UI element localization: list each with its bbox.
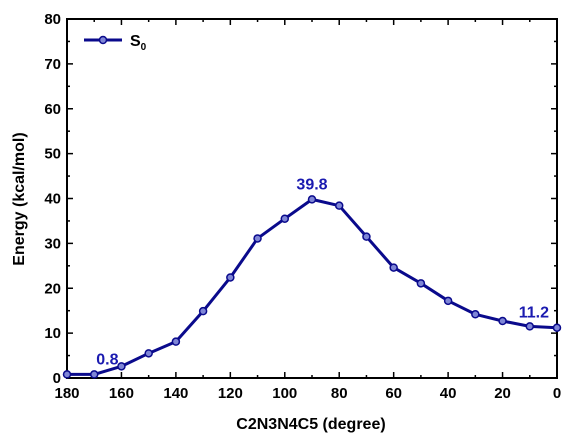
x-tick-label: 100 bbox=[272, 385, 297, 402]
data-point bbox=[62, 370, 72, 379]
y-tick-label: 50 bbox=[44, 146, 61, 163]
data-point bbox=[144, 349, 153, 358]
data-point bbox=[280, 214, 290, 223]
y-tick-label: 10 bbox=[44, 325, 61, 342]
x-axis-title: C2N3N4C5 (degree) bbox=[236, 416, 385, 433]
x-tick-label: 40 bbox=[440, 385, 457, 402]
data-label: 0.8 bbox=[96, 351, 118, 368]
y-tick-label: 20 bbox=[44, 280, 61, 297]
annotations: 0.8 39.8 11.2 bbox=[96, 176, 549, 368]
data-point bbox=[525, 322, 535, 331]
data-point bbox=[307, 195, 317, 204]
x-tick-label: 120 bbox=[218, 385, 243, 402]
data-label: 11.2 bbox=[519, 305, 549, 322]
data-point bbox=[552, 323, 562, 332]
y-tick-label: 30 bbox=[44, 235, 61, 252]
data-point bbox=[198, 306, 208, 316]
x-tick-label: 180 bbox=[54, 385, 79, 402]
y-tick-label: 80 bbox=[44, 11, 61, 28]
data-point bbox=[171, 337, 181, 346]
data-point bbox=[389, 263, 398, 272]
x-tick-label: 20 bbox=[494, 385, 511, 402]
legend-marker bbox=[98, 35, 108, 45]
legend-series-subscript: 0 bbox=[141, 42, 147, 53]
y-tick-label: 40 bbox=[44, 191, 61, 208]
y-axis-title: Energy (kcal/mol) bbox=[11, 132, 28, 265]
y-tick-label: 60 bbox=[44, 101, 61, 118]
y-tick-label: 0 bbox=[53, 370, 61, 387]
data-point bbox=[416, 279, 426, 288]
data-point bbox=[334, 201, 344, 210]
data-point bbox=[89, 370, 99, 379]
data-label: 39.8 bbox=[296, 176, 327, 193]
series-layer bbox=[62, 195, 562, 379]
x-tick-label: 160 bbox=[109, 385, 134, 402]
data-point bbox=[443, 296, 453, 306]
axes: 180 160 140 120 100 80 60 40 20 0 0 10 20 30 40 50 60 70 8… bbox=[44, 11, 561, 402]
data-point bbox=[117, 362, 126, 371]
x-tick-label: 80 bbox=[331, 385, 348, 402]
data-point bbox=[253, 234, 262, 243]
legend-label: S0 bbox=[130, 33, 147, 53]
legend-series-name: S bbox=[130, 33, 141, 50]
x-tick-label: 0 bbox=[553, 385, 561, 402]
y-tick-label: 70 bbox=[44, 56, 61, 73]
series-line bbox=[67, 197, 558, 376]
x-tick-label: 60 bbox=[385, 385, 402, 402]
data-point bbox=[471, 310, 480, 319]
data-point bbox=[362, 232, 371, 241]
x-tick-label: 140 bbox=[163, 385, 188, 402]
data-point bbox=[226, 273, 235, 282]
legend: S0 bbox=[84, 33, 147, 53]
data-point bbox=[498, 316, 507, 326]
